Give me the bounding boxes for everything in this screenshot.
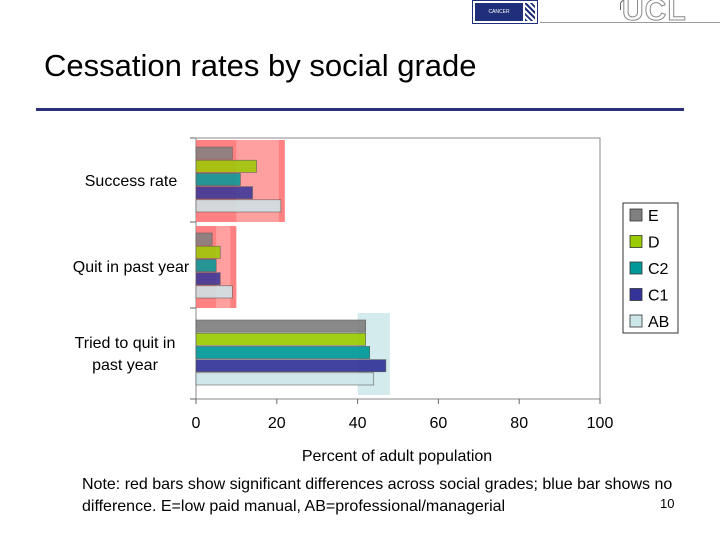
legend-swatch-ab — [629, 314, 643, 328]
legend-label-e: E — [648, 208, 659, 225]
bar-c2-0 — [195, 173, 241, 186]
x-tick-label-4: 80 — [510, 415, 528, 432]
legend-swatch-c1 — [629, 288, 643, 301]
legend-label-c1: C1 — [648, 288, 669, 305]
slide-title: Cessation rates by social grade — [44, 48, 477, 83]
ucl-dome-icon — [620, 0, 628, 10]
page-number: 10 — [660, 496, 675, 511]
logo-pattern-icon — [525, 3, 535, 21]
bar-d-0 — [195, 159, 257, 173]
title-rule — [36, 108, 684, 111]
category-label-0: Success rate — [85, 173, 178, 190]
logo-text: CANCER RESEARCH UK — [475, 3, 523, 33]
legend-label-c2: C2 — [648, 261, 669, 278]
bar-e-0 — [195, 146, 233, 160]
bar-ab-1 — [195, 285, 233, 299]
bar-d-2 — [195, 332, 366, 346]
legend-swatch-d — [629, 235, 643, 248]
category-label-2: past year — [92, 357, 158, 374]
x-tick-label-1: 20 — [268, 415, 286, 432]
legend-swatch-c2 — [629, 261, 643, 275]
bar-d-1 — [195, 245, 221, 259]
x-tick-label-3: 60 — [430, 415, 448, 432]
category-label-1: Quit in past year — [73, 259, 190, 276]
footnote: Note: red bars show significant differen… — [82, 476, 673, 515]
bar-c1-0 — [195, 186, 253, 200]
legend-label-d: D — [648, 235, 660, 252]
bar-c2-1 — [195, 259, 217, 272]
ucl-logo: UCL — [622, 0, 687, 28]
cancer-research-logo: CANCER RESEARCH UK — [472, 0, 538, 33]
bar-c1-1 — [195, 272, 221, 286]
legend-label-ab: AB — [648, 314, 669, 331]
bar-ab-0 — [195, 199, 282, 213]
bar-e-1 — [195, 232, 213, 246]
category-label-2: Tried to quit in — [75, 335, 176, 352]
bar-ab-2 — [195, 372, 375, 386]
bar-c2-2 — [195, 346, 371, 359]
bar-e-2 — [195, 319, 366, 333]
x-tick-label-5: 100 — [587, 415, 614, 432]
header-line — [540, 22, 720, 23]
x-tick-label-0: 0 — [192, 415, 201, 432]
legend-swatch-e — [629, 208, 643, 222]
bar-c1-2 — [195, 359, 387, 373]
x-axis-label: Percent of adult population — [302, 448, 492, 465]
x-tick-label-2: 40 — [349, 415, 367, 432]
